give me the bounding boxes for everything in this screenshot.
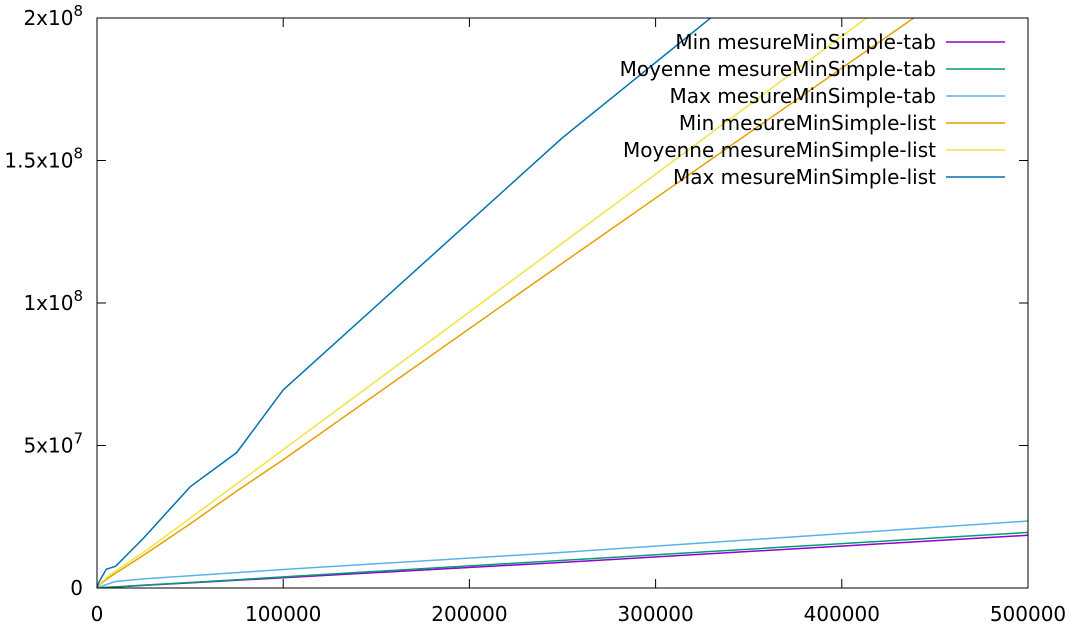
y-tick-label-exponent: 7 [73, 430, 83, 448]
x-tick-label: 300000 [617, 602, 693, 626]
series-line-6 [97, 18, 712, 588]
series-line-3 [97, 520, 1028, 588]
x-tick-label: 400000 [804, 602, 880, 626]
y-tick-label-base: 5x10 [23, 434, 73, 458]
y-tick-label-exponent: 8 [73, 145, 83, 163]
y-tick-label: 0 [70, 576, 83, 600]
legend-label: Moyenne mesureMinSimple-list [623, 138, 936, 162]
x-tick-label: 100000 [245, 602, 321, 626]
y-tick-label-base: 1x10 [23, 291, 73, 315]
legend-label: Max mesureMinSimple-list [673, 165, 936, 189]
legend-label: Moyenne mesureMinSimple-tab [620, 57, 936, 81]
y-tick-label-base: 0 [70, 576, 83, 600]
y-tick-label: 1x108 [23, 287, 83, 315]
y-tick-label: 1.5x108 [4, 145, 83, 173]
series-line-4 [97, 18, 915, 588]
x-tick-label: 500000 [990, 602, 1065, 626]
y-tick-label: 2x108 [23, 2, 83, 30]
series-line-2 [97, 531, 1028, 588]
legend: Min mesureMinSimple-tab Moyenne mesureMin… [620, 30, 1005, 189]
y-tick-label-exponent: 8 [73, 287, 83, 305]
legend-label: Max mesureMinSimple-tab [670, 84, 936, 108]
x-tick-label: 200000 [431, 602, 507, 626]
series-line-5 [97, 18, 868, 588]
y-tick-label-base: 1.5x10 [4, 149, 73, 173]
y-tick-label-exponent: 8 [73, 2, 83, 20]
y-tick-label: 5x107 [23, 430, 83, 458]
legend-label: Min mesureMinSimple-list [679, 111, 936, 135]
x-tick-label: 0 [91, 602, 104, 626]
legend-label: Min mesureMinSimple-tab [675, 30, 936, 54]
y-tick-label-base: 2x10 [23, 6, 73, 30]
axis-ticks: 0 100000 200000 300000 400000 500000 0 5x107 1x1… [4, 2, 1065, 626]
